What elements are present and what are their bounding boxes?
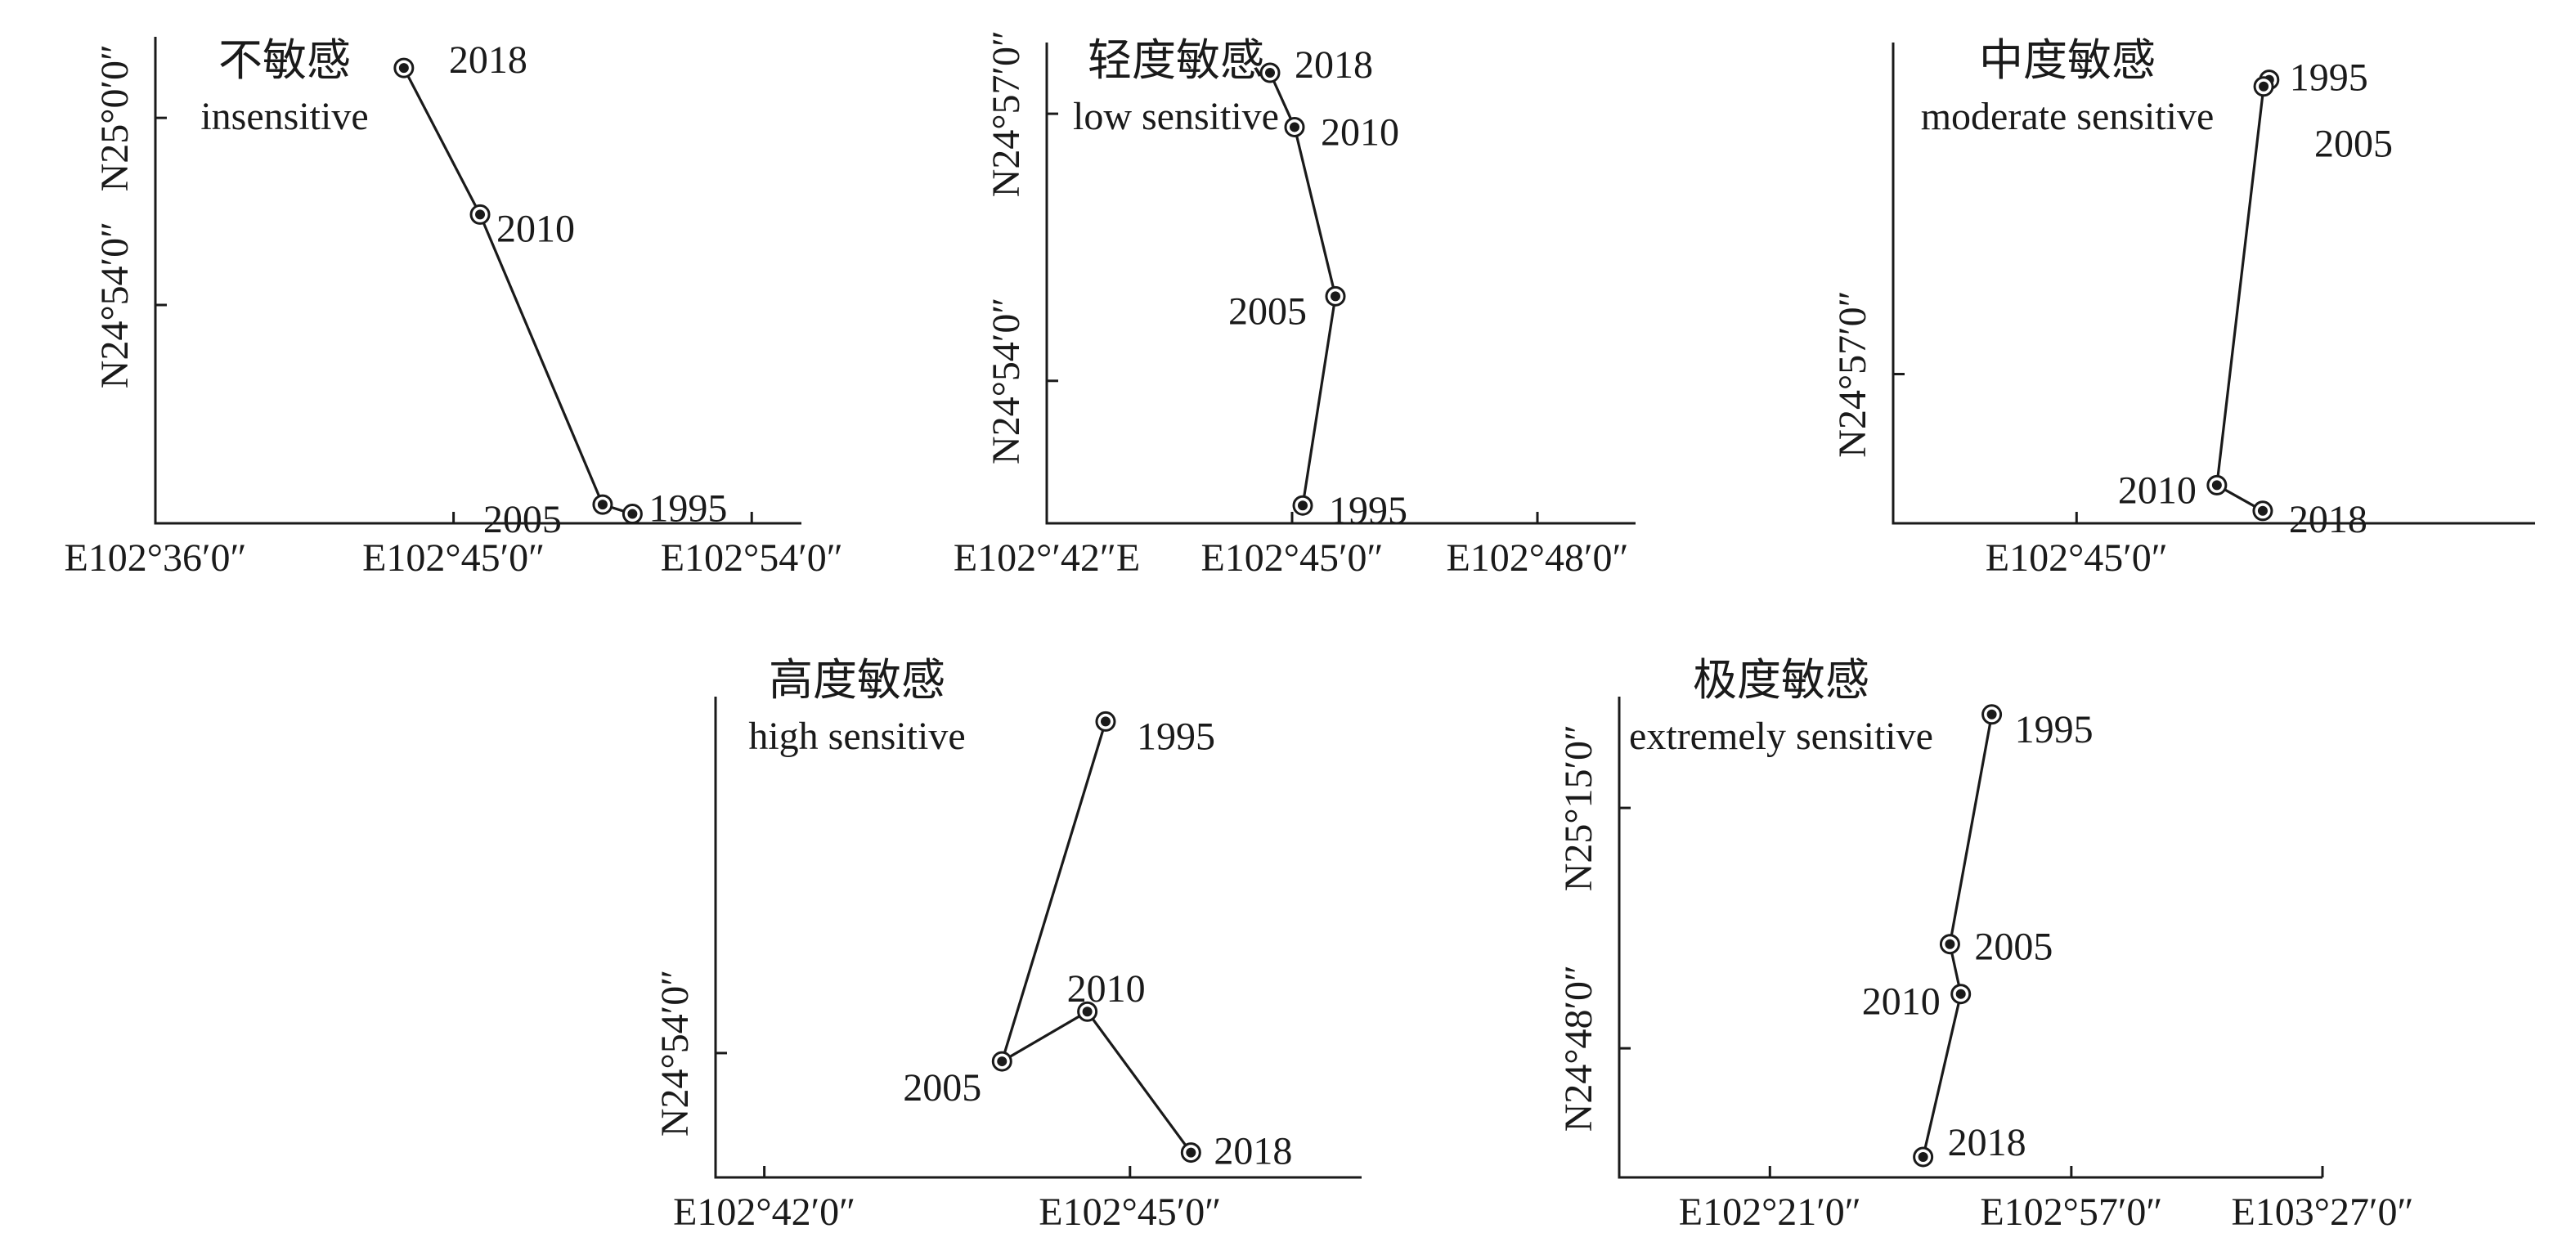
y-tick-label: N24°54′0″ <box>93 222 137 388</box>
y-tick-label: N25°15′0″ <box>1557 724 1600 891</box>
panel-moderate-sensitive: 中度敏感 moderate sensitive E102°45′0″ N24°57… <box>1831 36 2535 580</box>
x-tick-label: E102°45′0″ <box>1039 1190 1221 1234</box>
x-tick-label: E102°′42″E <box>954 536 1140 580</box>
year-label-2010: 2010 <box>1067 967 1146 1011</box>
x-tick-label: E102°45′0″ <box>1200 536 1383 580</box>
year-label-1995: 1995 <box>1137 715 1215 758</box>
point-marker <box>398 63 409 74</box>
panel-title-en: high sensitive <box>748 715 965 758</box>
trajectory-line <box>1922 714 1994 1158</box>
year-label-1995: 1995 <box>2290 56 2368 100</box>
y-tick-label: N24°57′0″ <box>985 30 1028 197</box>
panel-high-sensitive: 高度敏感 high sensitive E102°42′0″ E102°45′0″… <box>653 656 1362 1234</box>
point-marker <box>1290 122 1299 132</box>
year-label-2005: 2005 <box>1228 289 1307 333</box>
x-tick-label: E102°57′0″ <box>1980 1190 2162 1234</box>
trajectory-line <box>999 720 1192 1154</box>
y-tick-label: N24°54′0″ <box>985 298 1028 464</box>
y-tick-label: N24°48′0″ <box>1557 965 1600 1132</box>
point-marker <box>597 500 608 510</box>
point-marker <box>1265 68 1275 78</box>
panel-title-en: low sensitive <box>1073 95 1279 138</box>
panel-title-zh: 中度敏感 <box>1979 36 2156 85</box>
point-marker <box>2211 480 2222 491</box>
year-label-2018: 2018 <box>1295 43 1373 87</box>
panel-title-zh: 高度敏感 <box>769 656 945 705</box>
year-label-2018: 2018 <box>449 38 527 82</box>
x-tick-label: E102°36′0″ <box>64 536 246 580</box>
point-marker <box>475 209 486 220</box>
x-tick-label: E102°45′0″ <box>362 536 545 580</box>
panel-low-sensitive: 轻度敏感 low sensitive E102°′42″E E102°45′0″ E… <box>954 30 1636 580</box>
y-tick-label: N24°54′0″ <box>653 970 697 1137</box>
x-tick-label: E103°27′0″ <box>2231 1190 2413 1234</box>
y-tick-label: N25°0′0″ <box>93 44 137 191</box>
panel-title-en: insensitive <box>200 95 368 138</box>
trajectory-line <box>1268 72 1337 506</box>
trajectory-line <box>2215 78 2271 513</box>
point-marker <box>997 1056 1008 1067</box>
year-label-2010: 2010 <box>2118 469 2197 512</box>
year-label-2018: 2018 <box>1948 1121 2026 1164</box>
year-label-2005: 2005 <box>903 1066 981 1110</box>
year-label-2005: 2005 <box>483 498 562 541</box>
panel-title-zh: 轻度敏感 <box>1088 36 1264 85</box>
trajectory-line <box>402 67 633 516</box>
x-tick-label: E102°21′0″ <box>1679 1190 1861 1234</box>
axis-frame <box>1892 43 2535 525</box>
year-label-1995: 1995 <box>2015 708 2094 751</box>
y-tick-label: N24°57′0″ <box>1831 290 1874 457</box>
x-tick-label: E102°42′0″ <box>673 1190 855 1234</box>
point-marker <box>2259 81 2269 92</box>
point-marker <box>1331 291 1340 302</box>
panel-insensitive: 不敏感 insensitive E102°36′0″ E102°45′0″ E102… <box>64 36 842 580</box>
point-marker <box>1945 939 1955 949</box>
year-label-2005: 2005 <box>1974 926 2053 969</box>
point-marker <box>1918 1151 1928 1162</box>
x-tick-label: E102°45′0″ <box>1986 536 2168 580</box>
year-label-2005: 2005 <box>2314 123 2393 166</box>
year-label-2018: 2018 <box>2289 498 2367 541</box>
panel-title-en: extremely sensitive <box>1629 715 1933 758</box>
year-label-2010: 2010 <box>1321 110 1399 154</box>
point-marker <box>1082 1007 1093 1017</box>
year-label-1995: 1995 <box>648 487 727 531</box>
point-marker <box>627 509 638 519</box>
axis-frame <box>1618 697 2322 1179</box>
x-tick-label: E102°48′0″ <box>1446 536 1628 580</box>
panel-title-zh: 不敏感 <box>218 36 351 85</box>
panel-title-zh: 极度敏感 <box>1693 656 1869 705</box>
axis-frame <box>714 697 1362 1179</box>
point-marker <box>2257 505 2268 516</box>
year-label-2010: 2010 <box>496 207 575 250</box>
point-marker <box>1955 989 1966 999</box>
year-label-2018: 2018 <box>1214 1130 1292 1173</box>
panel-extremely-sensitive: 极度敏感 extremely sensitive E102°21′0″ E102°… <box>1557 656 2414 1234</box>
year-label-1995: 1995 <box>1329 489 1407 532</box>
panel-title-en: moderate sensitive <box>1921 95 2215 138</box>
point-marker <box>1986 709 1997 720</box>
point-marker <box>1100 716 1111 727</box>
point-marker <box>1186 1147 1196 1158</box>
year-label-2010: 2010 <box>1862 980 1941 1024</box>
x-tick-label: E102°54′0″ <box>661 536 843 580</box>
point-marker <box>1298 500 1308 511</box>
